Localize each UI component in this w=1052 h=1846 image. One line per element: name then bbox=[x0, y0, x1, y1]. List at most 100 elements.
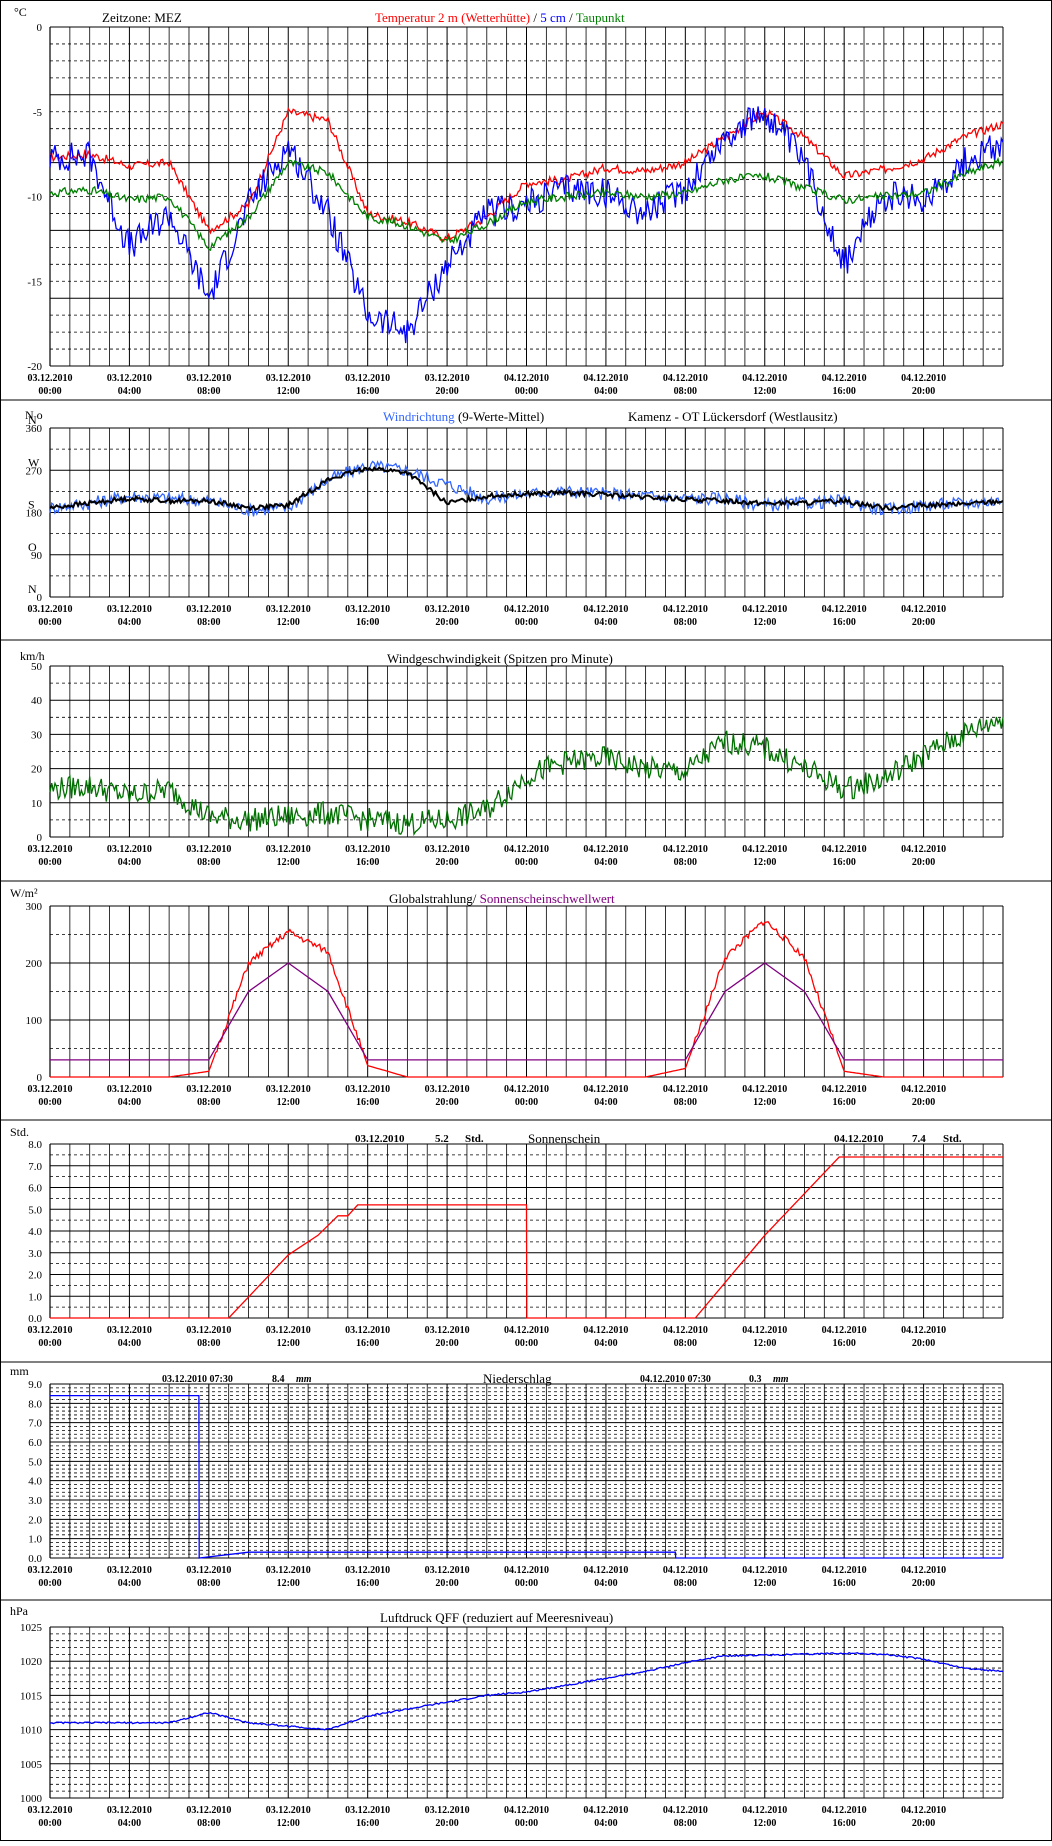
x-tick-time: 00:00 bbox=[515, 1097, 538, 1108]
precip-day2-date: 04.12.2010 07:30 bbox=[640, 1374, 711, 1385]
x-tick-time: 08:00 bbox=[674, 386, 697, 397]
x-tick-time: 04:00 bbox=[594, 1578, 617, 1589]
y-tick-label: 7.0 bbox=[28, 1418, 42, 1430]
x-tick-time: 20:00 bbox=[435, 857, 458, 868]
x-tick-date: 03.12.2010 bbox=[186, 1325, 231, 1336]
x-tick-time: 00:00 bbox=[38, 1097, 61, 1108]
x-tick-time: 16:00 bbox=[832, 1338, 855, 1349]
temp-title-dew: Taupunkt bbox=[576, 10, 625, 25]
y-tick-label: 180 bbox=[26, 508, 43, 520]
y-tick-label: 1025 bbox=[20, 1622, 43, 1634]
x-tick-date: 03.12.2010 bbox=[266, 1805, 311, 1816]
y-tick-label: 1020 bbox=[20, 1656, 43, 1668]
x-tick-time: 16:00 bbox=[356, 1097, 379, 1108]
x-tick-date: 04.12.2010 bbox=[822, 1325, 867, 1336]
x-tick-time: 12:00 bbox=[277, 617, 300, 628]
x-tick-time: 12:00 bbox=[753, 1578, 776, 1589]
y-tick-label: 4.0 bbox=[28, 1476, 42, 1488]
x-tick-time: 20:00 bbox=[435, 386, 458, 397]
x-tick-time: 20:00 bbox=[912, 386, 935, 397]
x-tick-time: 20:00 bbox=[912, 617, 935, 628]
x-tick-date: 04.12.2010 bbox=[742, 1084, 787, 1095]
x-tick-time: 16:00 bbox=[356, 1818, 379, 1829]
x-tick-date: 04.12.2010 bbox=[583, 844, 628, 855]
x-tick-time: 12:00 bbox=[277, 386, 300, 397]
x-tick-date: 03.12.2010 bbox=[186, 373, 231, 384]
x-tick-time: 00:00 bbox=[38, 1818, 61, 1829]
y-tick-label: 4.0 bbox=[28, 1226, 42, 1238]
x-tick-time: 16:00 bbox=[356, 1338, 379, 1349]
x-tick-time: 04:00 bbox=[118, 1097, 141, 1108]
y-tick-label: 200 bbox=[26, 958, 43, 970]
x-tick-time: 20:00 bbox=[435, 1578, 458, 1589]
x-tick-time: 16:00 bbox=[832, 617, 855, 628]
x-tick-time: 08:00 bbox=[197, 1818, 220, 1829]
winddir-title-avg: (9-Werte-Mittel) bbox=[455, 409, 545, 424]
x-tick-date: 04.12.2010 bbox=[504, 1565, 549, 1576]
x-tick-time: 00:00 bbox=[38, 857, 61, 868]
y-tick-label: 360 bbox=[26, 423, 43, 435]
y-tick-label: 30 bbox=[31, 729, 43, 741]
sunshine-day2-unit: Std. bbox=[943, 1133, 962, 1145]
temp-title-sep2: / bbox=[566, 10, 576, 25]
y-tick-label: -15 bbox=[27, 276, 42, 288]
y-tick-label: 90 bbox=[31, 550, 43, 562]
y-tick-label: 1005 bbox=[20, 1759, 43, 1771]
x-tick-time: 04:00 bbox=[594, 617, 617, 628]
panel-4-grid: 300200100003.12.201000:0003.12.201004:00… bbox=[26, 901, 1004, 1108]
x-tick-time: 00:00 bbox=[38, 386, 61, 397]
series-line-niederschlag bbox=[50, 1394, 1003, 1559]
x-tick-date: 04.12.2010 bbox=[504, 1084, 549, 1095]
x-tick-time: 12:00 bbox=[277, 1818, 300, 1829]
y-tick-label: 5.0 bbox=[28, 1204, 42, 1216]
direction-label: W bbox=[28, 455, 40, 469]
sunshine-day2-date: 04.12.2010 bbox=[834, 1133, 884, 1145]
temp-unit-label: °C bbox=[14, 5, 27, 19]
x-tick-date: 04.12.2010 bbox=[822, 1565, 867, 1576]
x-tick-date: 03.12.2010 bbox=[425, 1565, 470, 1576]
x-tick-time: 20:00 bbox=[912, 1097, 935, 1108]
x-tick-time: 04:00 bbox=[594, 1818, 617, 1829]
x-tick-time: 08:00 bbox=[674, 1097, 697, 1108]
windspeed-unit-label: km/h bbox=[20, 649, 45, 663]
panel-2-grid: 360270180900NWSON03.12.201000:0003.12.20… bbox=[26, 413, 1004, 628]
x-tick-time: 16:00 bbox=[356, 386, 379, 397]
x-tick-date: 03.12.2010 bbox=[28, 1565, 73, 1576]
x-tick-time: 08:00 bbox=[674, 1818, 697, 1829]
x-tick-date: 03.12.2010 bbox=[28, 1325, 73, 1336]
x-tick-time: 16:00 bbox=[832, 1097, 855, 1108]
x-tick-date: 04.12.2010 bbox=[504, 1325, 549, 1336]
x-tick-time: 04:00 bbox=[594, 1097, 617, 1108]
y-tick-label: 3.0 bbox=[28, 1495, 42, 1507]
y-tick-label: 300 bbox=[26, 901, 43, 913]
x-tick-date: 04.12.2010 bbox=[663, 1084, 708, 1095]
panel-1-grid: 0-5-10-15-2003.12.201000:0003.12.201004:… bbox=[27, 22, 1004, 397]
x-tick-date: 03.12.2010 bbox=[186, 1565, 231, 1576]
x-tick-date: 03.12.2010 bbox=[186, 604, 231, 615]
x-tick-time: 20:00 bbox=[912, 1578, 935, 1589]
y-tick-label: 0 bbox=[37, 1072, 43, 1084]
x-tick-date: 03.12.2010 bbox=[425, 1084, 470, 1095]
precip-day2-unit: mm bbox=[773, 1374, 789, 1385]
winddir-unit-label: N o bbox=[25, 408, 43, 422]
x-tick-date: 04.12.2010 bbox=[822, 373, 867, 384]
x-tick-date: 04.12.2010 bbox=[901, 1805, 946, 1816]
x-tick-date: 03.12.2010 bbox=[266, 1325, 311, 1336]
y-tick-label: 0 bbox=[37, 592, 43, 604]
sunshine-day2-value: 7.4 bbox=[912, 1133, 926, 1145]
x-tick-date: 04.12.2010 bbox=[583, 1805, 628, 1816]
x-tick-date: 03.12.2010 bbox=[345, 1565, 390, 1576]
x-tick-date: 03.12.2010 bbox=[28, 373, 73, 384]
panel-7-grid: 10251020101510101005100003.12.201000:000… bbox=[20, 1622, 1004, 1829]
y-tick-label: 1000 bbox=[20, 1793, 43, 1805]
direction-label: N bbox=[28, 413, 37, 427]
station-name: Kamenz - OT Lückersdorf (Westlausitz) bbox=[628, 409, 838, 424]
x-tick-time: 04:00 bbox=[118, 1338, 141, 1349]
x-tick-time: 00:00 bbox=[515, 857, 538, 868]
x-tick-date: 04.12.2010 bbox=[822, 1805, 867, 1816]
x-tick-date: 03.12.2010 bbox=[266, 1565, 311, 1576]
y-tick-label: 7.0 bbox=[28, 1161, 42, 1173]
x-tick-date: 03.12.2010 bbox=[186, 844, 231, 855]
windspeed-title: Windgeschwindigkeit (Spitzen pro Minute) bbox=[387, 651, 613, 666]
